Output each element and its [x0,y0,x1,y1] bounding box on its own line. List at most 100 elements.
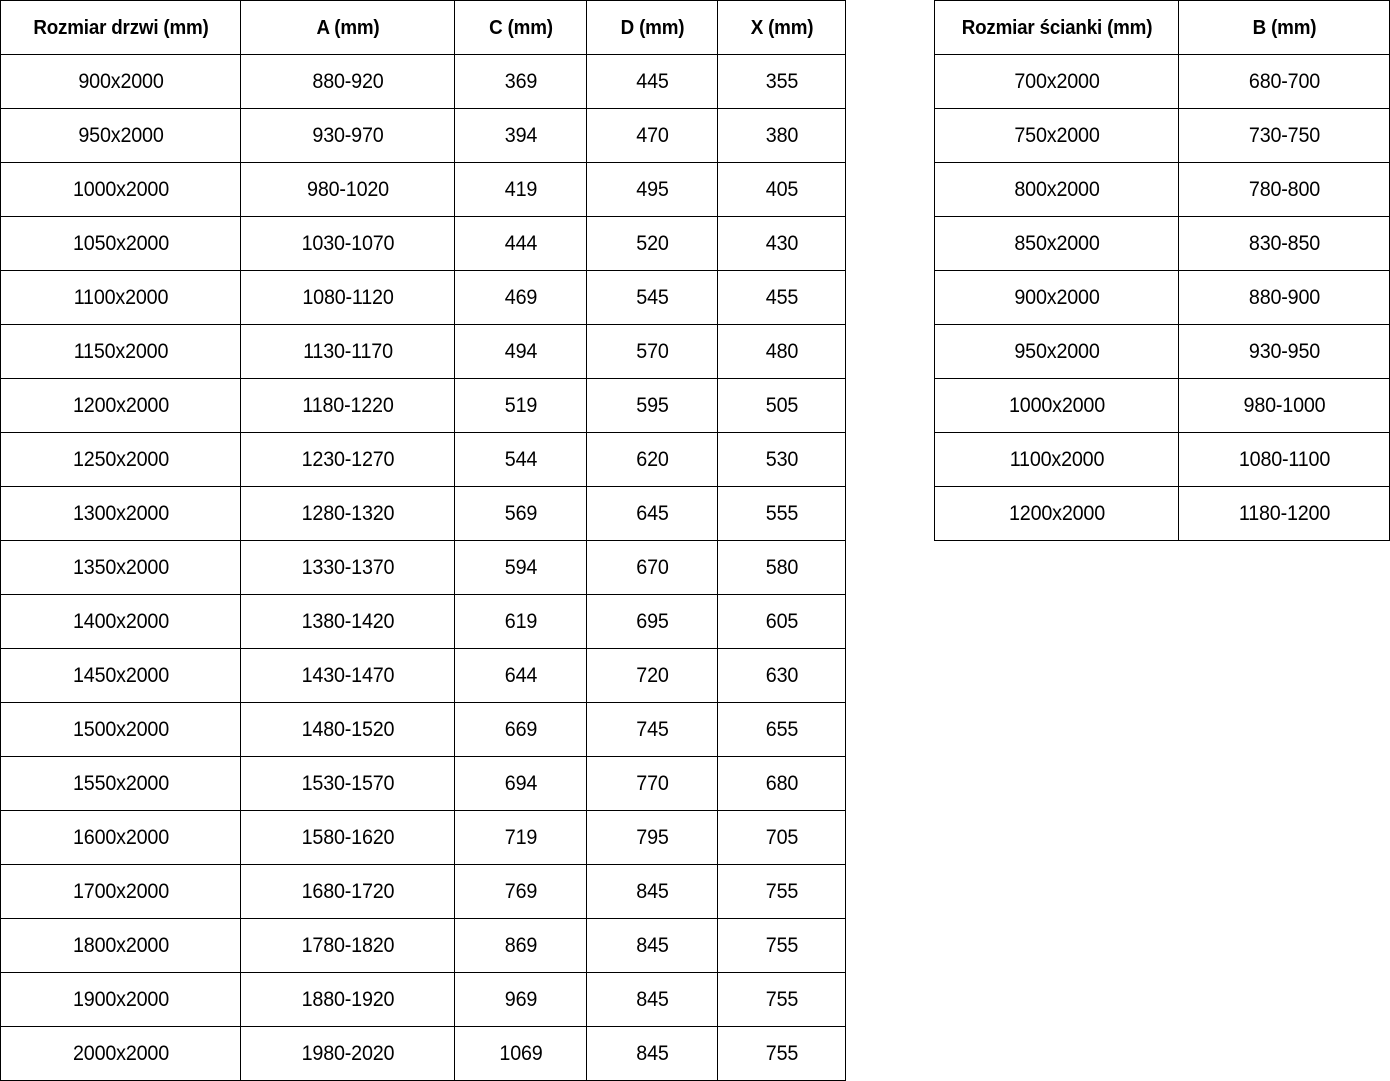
cell-x: 380 [720,108,843,163]
cell-b: 930-950 [1184,324,1384,379]
cell-a: 1280-1320 [246,486,449,541]
cell-door-size: 1250x2000 [7,432,234,487]
cell-wall-size: 900x2000 [941,270,1172,325]
cell-door-size: 1500x2000 [7,702,234,757]
cell-x: 405 [720,162,843,217]
cell-a: 1230-1270 [246,432,449,487]
cell-c: 769 [457,864,584,919]
wall-table-header: Rozmiar ścianki (mm) B (mm) [935,0,1390,55]
table-header-row: Rozmiar drzwi (mm) A (mm) C (mm) D (mm) … [1,0,846,55]
table-row: 750x2000 730-750 [935,108,1390,163]
table-row: 1900x2000 1880-1920 969 845 755 [1,972,846,1027]
cell-wall-size: 700x2000 [941,54,1172,109]
cell-d: 770 [589,756,715,811]
cell-x: 605 [720,594,843,649]
cell-c: 394 [457,108,584,163]
cell-a: 1480-1520 [246,702,449,757]
column-header-wall-size: Rozmiar ścianki (mm) [941,0,1172,55]
table-row: 900x2000 880-920 369 445 355 [1,54,846,109]
column-header-d: D (mm) [589,0,715,55]
cell-door-size: 1800x2000 [7,918,234,973]
table-row: 1250x2000 1230-1270 544 620 530 [1,432,846,487]
cell-d: 845 [589,1026,715,1081]
cell-b: 1080-1100 [1184,432,1384,487]
column-header-c: C (mm) [457,0,584,55]
table-row: 800x2000 780-800 [935,162,1390,217]
table-row: 1000x2000 980-1000 [935,378,1390,433]
cell-a: 980-1020 [246,162,449,217]
table-row: 1800x2000 1780-1820 869 845 755 [1,918,846,973]
table-row: 1700x2000 1680-1720 769 845 755 [1,864,846,919]
table-header-row: Rozmiar ścianki (mm) B (mm) [935,0,1390,55]
cell-c: 569 [457,486,584,541]
cell-x: 655 [720,702,843,757]
cell-a: 1030-1070 [246,216,449,271]
cell-c: 519 [457,378,584,433]
cell-x: 755 [720,1026,843,1081]
cell-d: 795 [589,810,715,865]
column-header-b: B (mm) [1184,0,1384,55]
wall-table-body: 700x2000 680-700 750x2000 730-750 800x2000 78… [935,54,1390,541]
cell-c: 669 [457,702,584,757]
cell-c: 1069 [457,1026,584,1081]
cell-door-size: 1400x2000 [7,594,234,649]
cell-d: 695 [589,594,715,649]
table-row: 1100x2000 1080-1100 [935,432,1390,487]
cell-door-size: 1700x2000 [7,864,234,919]
cell-wall-size: 950x2000 [941,324,1172,379]
cell-x: 705 [720,810,843,865]
cell-x: 755 [720,864,843,919]
cell-c: 469 [457,270,584,325]
cell-b: 880-900 [1184,270,1384,325]
cell-a: 1980-2020 [246,1026,449,1081]
table-row: 1500x2000 1480-1520 669 745 655 [1,702,846,757]
cell-d: 645 [589,486,715,541]
cell-door-size: 1900x2000 [7,972,234,1027]
cell-wall-size: 750x2000 [941,108,1172,163]
table-row: 1300x2000 1280-1320 569 645 555 [1,486,846,541]
table-row: 950x2000 930-950 [935,324,1390,379]
cell-a: 880-920 [246,54,449,109]
cell-d: 620 [589,432,715,487]
cell-b: 1180-1200 [1184,486,1384,541]
cell-x: 755 [720,918,843,973]
cell-wall-size: 850x2000 [941,216,1172,271]
cell-b: 730-750 [1184,108,1384,163]
cell-wall-size: 1100x2000 [941,432,1172,487]
wall-panel-dimensions-table: Rozmiar ścianki (mm) B (mm) 700x2000 680-… [934,0,1390,541]
cell-door-size: 1300x2000 [7,486,234,541]
table-row: 1200x2000 1180-1200 [935,486,1390,541]
table-row: 1350x2000 1330-1370 594 670 580 [1,540,846,595]
cell-b: 680-700 [1184,54,1384,109]
table-row: 1100x2000 1080-1120 469 545 455 [1,270,846,325]
cell-c: 694 [457,756,584,811]
cell-b: 980-1000 [1184,378,1384,433]
cell-wall-size: 1200x2000 [941,486,1172,541]
door-dimensions-table: Rozmiar drzwi (mm) A (mm) C (mm) D (mm) … [1,0,846,1081]
table-row: 1200x2000 1180-1220 519 595 505 [1,378,846,433]
cell-d: 845 [589,972,715,1027]
cell-x: 755 [720,972,843,1027]
cell-x: 355 [720,54,843,109]
cell-a: 1180-1220 [246,378,449,433]
cell-x: 555 [720,486,843,541]
cell-x: 430 [720,216,843,271]
cell-c: 369 [457,54,584,109]
table-row: 1400x2000 1380-1420 619 695 605 [1,594,846,649]
cell-door-size: 1450x2000 [7,648,234,703]
cell-door-size: 1200x2000 [7,378,234,433]
cell-d: 595 [589,378,715,433]
column-header-x: X (mm) [720,0,843,55]
table-row: 850x2000 830-850 [935,216,1390,271]
cell-door-size: 1150x2000 [7,324,234,379]
cell-d: 470 [589,108,715,163]
cell-a: 1780-1820 [246,918,449,973]
cell-wall-size: 800x2000 [941,162,1172,217]
cell-c: 644 [457,648,584,703]
table-row: 950x2000 930-970 394 470 380 [1,108,846,163]
cell-c: 969 [457,972,584,1027]
cell-x: 505 [720,378,843,433]
table-row: 1150x2000 1130-1170 494 570 480 [1,324,846,379]
cell-d: 445 [589,54,715,109]
cell-a: 1680-1720 [246,864,449,919]
